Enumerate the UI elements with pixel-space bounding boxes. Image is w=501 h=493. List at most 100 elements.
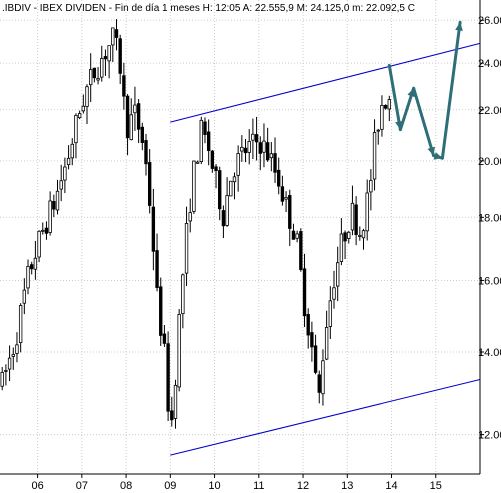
x-tick-label: 13 [341, 480, 353, 492]
candle-body [288, 195, 292, 229]
forecast-arrowhead [433, 152, 443, 160]
candle-body [103, 56, 108, 60]
candle-body [229, 180, 233, 197]
x-tick-label: 11 [253, 480, 264, 492]
candle-body [48, 200, 52, 233]
candle-body [70, 143, 74, 159]
candle-body [122, 75, 126, 97]
candle-body [347, 231, 351, 239]
candle-body [372, 132, 377, 180]
candle-body [310, 332, 314, 348]
candle-body [4, 370, 8, 372]
candle-body [284, 197, 288, 200]
forecast-segment [412, 86, 436, 158]
candle-body [365, 192, 369, 232]
candle-body [129, 114, 133, 141]
candle-body [321, 360, 325, 395]
candle-body [240, 146, 244, 152]
candle-body [15, 344, 19, 354]
candle-body [22, 289, 27, 304]
candle-body [77, 113, 82, 119]
forecast-segment [440, 20, 462, 160]
candle-body [44, 227, 49, 234]
candle-body [232, 176, 237, 183]
candle-body [313, 345, 318, 373]
candle-body [162, 333, 167, 344]
candle-body [295, 233, 299, 239]
x-tick-label: 15 [430, 480, 442, 492]
candle-body [343, 232, 347, 242]
candle-body [170, 410, 174, 421]
candle-body [74, 114, 78, 144]
candle-body [155, 250, 159, 288]
y-tick-label: 16.000,00 [478, 275, 501, 287]
candle-body [92, 67, 97, 79]
candle-body [0, 371, 4, 387]
candle-body [243, 147, 248, 154]
candle-body [114, 29, 119, 38]
y-tick-label: 12.000,00 [478, 430, 501, 442]
forecast-segment [387, 63, 402, 132]
candle-body [203, 121, 207, 135]
forecast-arrowhead [427, 146, 436, 156]
x-tick-label: 12 [297, 480, 309, 492]
candle-body [291, 230, 296, 240]
candle-body [173, 384, 178, 419]
candle-body [7, 357, 12, 370]
candle-body [254, 134, 259, 143]
candle-body [66, 157, 71, 166]
candle-body [199, 119, 203, 162]
candle-body [332, 287, 336, 300]
x-tick-label: 10 [208, 480, 220, 492]
candle-body [251, 133, 255, 141]
candle-body [247, 141, 251, 153]
candle-body [133, 104, 137, 114]
candle-body [177, 314, 181, 388]
x-tick-label: 06 [31, 480, 43, 492]
x-tick-label: 14 [385, 480, 397, 492]
candle-body [192, 160, 196, 212]
y-tick-label: 26.000,00 [478, 15, 501, 27]
candle-body [369, 180, 373, 193]
candle-body [258, 142, 262, 154]
candle-body [52, 201, 56, 210]
candle-body [89, 69, 93, 86]
candle-body [144, 140, 148, 165]
candle-body [299, 231, 303, 270]
candle-body [195, 161, 200, 164]
candle-body [387, 99, 391, 110]
candle-body [166, 343, 170, 412]
candle-body [59, 180, 63, 190]
candle-body [221, 210, 226, 227]
candle-body [26, 266, 30, 289]
candle-body [336, 262, 340, 287]
candles [0, 19, 391, 429]
candle-body [317, 374, 321, 393]
candle-body [280, 186, 285, 202]
candle-body [214, 166, 218, 172]
candle-body [81, 105, 86, 112]
candle-body [354, 204, 358, 235]
candle-body [339, 233, 344, 262]
candle-body [225, 195, 229, 226]
candle-body [383, 105, 388, 109]
candle-body [30, 264, 34, 270]
candle-body [111, 27, 115, 46]
candle-body [140, 126, 144, 143]
candle-body [125, 95, 130, 139]
x-tick-label: 08 [120, 480, 132, 492]
candle-body [269, 153, 274, 159]
candle-body [206, 131, 211, 151]
candle-body [11, 354, 15, 357]
candle-body [18, 305, 23, 344]
candle-body [85, 86, 89, 107]
y-tick-label: 24.000,00 [478, 58, 501, 70]
y-tick-label: 14.000,00 [478, 347, 501, 359]
candle-body [147, 162, 152, 206]
candle-body [181, 274, 185, 315]
channel-line [170, 379, 481, 456]
x-tick-label: 09 [164, 480, 176, 492]
y-tick-label: 22.000,00 [478, 105, 501, 117]
